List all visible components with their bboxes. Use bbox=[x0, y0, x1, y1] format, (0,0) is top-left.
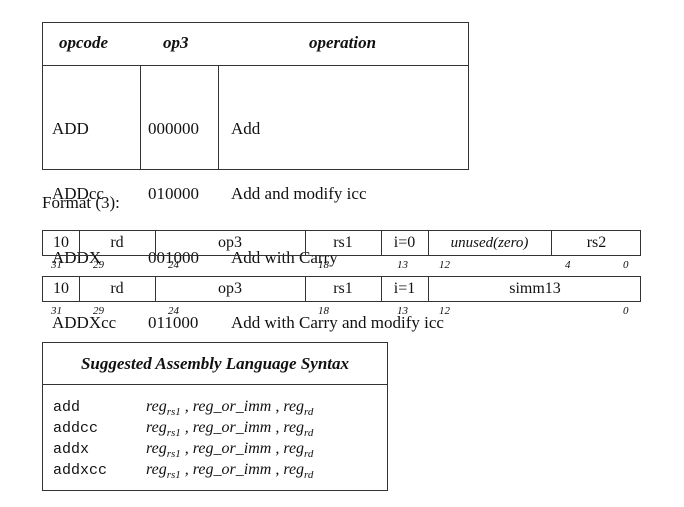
format-row-immediate-1: 10 rd op3 rs1 i=1 simm13 bbox=[42, 276, 641, 302]
op3-cell: 000000 bbox=[148, 119, 199, 138]
field-rs1: rs1 bbox=[333, 234, 353, 251]
field-divider bbox=[428, 277, 429, 301]
bit-number: 24 bbox=[168, 259, 179, 271]
field-divider bbox=[79, 277, 80, 301]
field-op: 10 bbox=[53, 280, 69, 297]
bit-number: 29 bbox=[93, 259, 104, 271]
bit-number: 13 bbox=[397, 305, 408, 317]
mnemonic: add bbox=[53, 399, 81, 416]
field-divider bbox=[305, 277, 306, 301]
bit-number: 31 bbox=[51, 259, 62, 271]
field-rd: rd bbox=[110, 234, 124, 251]
column-divider bbox=[140, 65, 141, 169]
header-op3: op3 bbox=[163, 33, 189, 52]
syntax-row: addx regrs1 , reg_or_imm , regrd bbox=[43, 440, 387, 461]
field-i: i=0 bbox=[393, 234, 416, 251]
syntax-row: add regrs1 , reg_or_imm , regrd bbox=[43, 398, 387, 419]
operands: regrs1 , reg_or_imm , regrd bbox=[146, 440, 314, 461]
field-divider bbox=[79, 231, 80, 255]
syntax-title: Suggested Assembly Language Syntax bbox=[43, 343, 387, 385]
opcode-table: opcode op3 operation ADD ADDcc ADDX ADDX… bbox=[42, 22, 469, 332]
mnemonic: addxcc bbox=[53, 462, 108, 479]
bit-number: 18 bbox=[318, 259, 329, 271]
field-simm13: simm13 bbox=[509, 280, 561, 297]
operation-cell: Add with Carry and modify icc bbox=[231, 312, 444, 332]
field-divider bbox=[305, 231, 306, 255]
op3-cell: 001000 bbox=[148, 248, 199, 267]
field-rd: rd bbox=[110, 280, 124, 297]
syntax-row: addxcc regrs1 , reg_or_imm , regrd bbox=[43, 461, 387, 482]
field-op3: op3 bbox=[218, 234, 242, 251]
bit-number: 12 bbox=[439, 259, 450, 271]
field-rs1: rs1 bbox=[333, 280, 353, 297]
table-header: opcode op3 operation bbox=[43, 23, 468, 66]
field-i: i=1 bbox=[393, 280, 416, 297]
bit-number: 4 bbox=[565, 259, 571, 271]
operation-cell: Add bbox=[231, 119, 261, 138]
format-row-immediate-0: 10 rd op3 rs1 i=0 unused(zero) rs2 bbox=[42, 230, 641, 256]
field-op: 10 bbox=[53, 234, 69, 251]
operation-column: Add Add and modify icc Add with Carry Ad… bbox=[231, 75, 444, 376]
field-divider bbox=[155, 231, 156, 255]
bit-number: 18 bbox=[318, 305, 329, 317]
header-opcode: opcode bbox=[59, 33, 109, 52]
format-title: Format (3): bbox=[42, 193, 120, 212]
bit-number: 0 bbox=[623, 259, 629, 271]
field-divider bbox=[381, 231, 382, 255]
field-rs2: rs2 bbox=[586, 234, 607, 251]
opcode-column: ADD ADDcc ADDX ADDXcc bbox=[52, 75, 116, 376]
op3-cell: 010000 bbox=[148, 183, 199, 203]
header-operation: operation bbox=[309, 33, 377, 52]
mnemonic: addcc bbox=[53, 420, 99, 437]
opcode-cell: ADDXcc bbox=[52, 312, 117, 332]
field-divider bbox=[155, 277, 156, 301]
field-divider bbox=[381, 277, 382, 301]
bit-number: 12 bbox=[439, 305, 450, 317]
opcode-cell: ADDX bbox=[52, 248, 102, 267]
operands: regrs1 , reg_or_imm , regrd bbox=[146, 461, 314, 482]
mnemonic: addx bbox=[53, 441, 90, 458]
operation-cell: Add with Carry bbox=[231, 248, 338, 267]
column-divider bbox=[218, 65, 219, 169]
op3-column: 000000 010000 001000 011000 bbox=[148, 75, 199, 376]
operation-cell: Add and modify icc bbox=[231, 183, 367, 203]
bit-number: 0 bbox=[623, 305, 629, 317]
field-op3: op3 bbox=[218, 280, 242, 297]
syntax-row: addcc regrs1 , reg_or_imm , regrd bbox=[43, 419, 387, 440]
bit-number: 31 bbox=[51, 305, 62, 317]
field-divider bbox=[551, 231, 552, 255]
op3-cell: 011000 bbox=[148, 312, 199, 332]
bit-number: 29 bbox=[93, 305, 104, 317]
operands: regrs1 , reg_or_imm , regrd bbox=[146, 398, 314, 419]
field-unused: unused(zero) bbox=[450, 234, 529, 251]
bit-number: 13 bbox=[397, 259, 408, 271]
syntax-box: Suggested Assembly Language Syntax add r… bbox=[42, 342, 388, 491]
operands: regrs1 , reg_or_imm , regrd bbox=[146, 419, 314, 440]
opcode-cell: ADDcc bbox=[52, 183, 104, 203]
opcode-cell: ADD bbox=[52, 119, 89, 138]
bit-number: 24 bbox=[168, 305, 179, 317]
field-divider bbox=[428, 231, 429, 255]
